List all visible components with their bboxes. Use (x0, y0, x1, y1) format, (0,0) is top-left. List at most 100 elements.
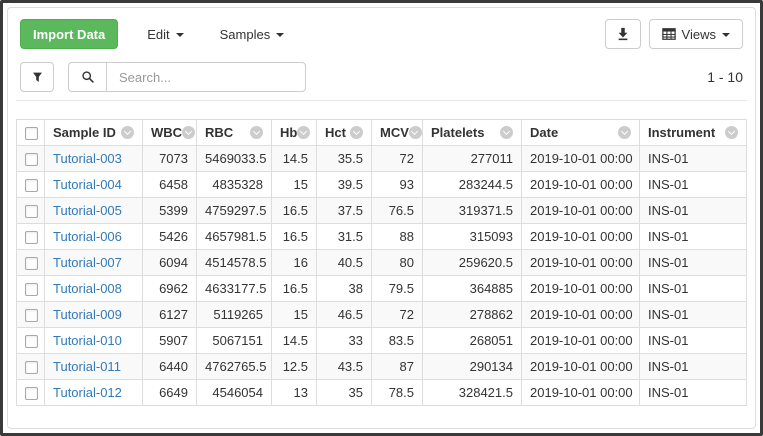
views-button[interactable]: Views (648, 19, 743, 49)
column-header-date[interactable]: Date (521, 119, 640, 146)
table-row: Tutorial-011 6440 4762765.5 12.5 43.5 87 29013… (16, 353, 747, 380)
sample-id-link[interactable]: Tutorial-006 (53, 229, 122, 244)
cell-wbc: 5907 (142, 327, 197, 354)
cell-date: 2019-10-01 00:00 (521, 353, 640, 380)
cell-instrument: INS-01 (639, 145, 747, 172)
row-checkbox[interactable] (25, 257, 38, 271)
table-grid-icon (661, 28, 676, 40)
table-row: Tutorial-009 6127 5119265 15 46.5 72 278862 201… (16, 301, 747, 328)
select-all-checkbox[interactable] (25, 127, 38, 141)
column-header-hct[interactable]: Hct (316, 119, 372, 146)
column-header-sample_id[interactable]: Sample ID (44, 119, 143, 146)
row-select-cell (16, 197, 45, 224)
row-checkbox[interactable] (25, 309, 38, 323)
row-checkbox[interactable] (25, 283, 38, 297)
row-checkbox[interactable] (25, 231, 38, 245)
caret-down-icon (175, 32, 184, 37)
cell-hb: 15 (271, 171, 317, 198)
column-header-instrument[interactable]: Instrument (639, 119, 747, 146)
row-checkbox[interactable] (25, 387, 38, 401)
column-header-hb[interactable]: Hb (271, 119, 317, 146)
cell-hct: 31.5 (316, 223, 372, 250)
cell-platelets: 259620.5 (422, 249, 522, 276)
cell-date: 2019-10-01 00:00 (521, 145, 640, 172)
column-header-wbc[interactable]: WBC (142, 119, 197, 146)
row-checkbox[interactable] (25, 361, 38, 375)
chevron-down-circle-icon[interactable] (182, 126, 196, 139)
cell-hb: 15 (271, 301, 317, 328)
cell-mcv: 83.5 (371, 327, 423, 354)
search-button[interactable] (68, 62, 106, 92)
cell-sample_id: Tutorial-011 (44, 353, 143, 380)
filter-button[interactable] (20, 62, 54, 92)
chevron-down-circle-icon[interactable] (121, 126, 134, 139)
sample-id-link[interactable]: Tutorial-007 (53, 255, 122, 270)
cell-rbc: 5469033.5 (196, 145, 272, 172)
table-row: Tutorial-007 6094 4514578.5 16 40.5 80 259620.… (16, 249, 747, 276)
main-panel: Import Data Edit Samples (7, 7, 756, 429)
chevron-down-circle-icon[interactable] (500, 126, 513, 139)
chevron-down-circle-icon[interactable] (408, 126, 422, 139)
row-checkbox[interactable] (25, 335, 38, 349)
cell-hct: 33 (316, 327, 372, 354)
cell-instrument: INS-01 (639, 327, 747, 354)
cell-sample_id: Tutorial-004 (44, 171, 143, 198)
cell-instrument: INS-01 (639, 197, 747, 224)
cell-date: 2019-10-01 00:00 (521, 249, 640, 276)
chevron-down-circle-icon[interactable] (250, 126, 263, 139)
sample-id-link[interactable]: Tutorial-011 (53, 359, 121, 374)
column-header-platelets[interactable]: Platelets (422, 119, 522, 146)
table-row: Tutorial-003 7073 5469033.5 14.5 35.5 72 27701… (16, 145, 747, 172)
search-input[interactable] (106, 62, 306, 92)
sample-id-link[interactable]: Tutorial-005 (53, 203, 122, 218)
cell-hct: 35.5 (316, 145, 372, 172)
row-select-cell (16, 249, 45, 276)
search-group (68, 62, 306, 92)
column-header-mcv[interactable]: MCV (371, 119, 423, 146)
edit-menu-label: Edit (147, 26, 170, 42)
sample-id-link[interactable]: Tutorial-012 (53, 385, 122, 400)
cell-wbc: 6649 (142, 379, 197, 406)
cell-rbc: 4657981.5 (196, 223, 272, 250)
cell-hct: 37.5 (316, 197, 372, 224)
cell-mcv: 72 (371, 145, 423, 172)
edit-menu-button[interactable]: Edit (134, 19, 196, 49)
filter-icon (32, 72, 42, 82)
sample-id-link[interactable]: Tutorial-008 (53, 281, 122, 296)
cell-date: 2019-10-01 00:00 (521, 301, 640, 328)
row-checkbox[interactable] (25, 153, 38, 167)
cell-mcv: 78.5 (371, 379, 423, 406)
sample-id-link[interactable]: Tutorial-010 (53, 333, 122, 348)
select-all-header (16, 119, 45, 146)
cell-instrument: INS-01 (639, 249, 747, 276)
chevron-down-circle-icon[interactable] (297, 126, 311, 139)
sample-id-link[interactable]: Tutorial-009 (53, 307, 122, 322)
cell-date: 2019-10-01 00:00 (521, 379, 640, 406)
row-checkbox[interactable] (25, 205, 38, 219)
row-select-cell (16, 379, 45, 406)
export-button[interactable] (604, 19, 641, 49)
cell-hb: 16 (271, 249, 317, 276)
sample-id-link[interactable]: Tutorial-004 (53, 177, 122, 192)
chevron-down-circle-icon[interactable] (618, 126, 631, 139)
cell-hb: 12.5 (271, 353, 317, 380)
samples-menu-label: Samples (219, 26, 271, 42)
cell-mcv: 88 (371, 223, 423, 250)
toolbar: Import Data Edit Samples (20, 19, 743, 49)
column-header-rbc[interactable]: RBC (196, 119, 272, 146)
table-body: Tutorial-003 7073 5469033.5 14.5 35.5 72 27701… (16, 145, 747, 406)
chevron-down-circle-icon[interactable] (725, 126, 738, 139)
table-row: Tutorial-004 6458 4835328 15 39.5 93 283244.5 2… (16, 171, 747, 198)
sample-id-link[interactable]: Tutorial-003 (53, 151, 122, 166)
column-label: Instrument (648, 125, 716, 140)
samples-menu-button[interactable]: Samples (207, 19, 298, 49)
row-checkbox[interactable] (25, 179, 38, 193)
cell-hct: 38 (316, 275, 372, 302)
cell-wbc: 6094 (142, 249, 197, 276)
cell-platelets: 328421.5 (422, 379, 522, 406)
chevron-down-circle-icon[interactable] (350, 126, 363, 139)
import-data-button[interactable]: Import Data (20, 19, 119, 49)
cell-hb: 16.5 (271, 275, 317, 302)
cell-platelets: 268051 (422, 327, 522, 354)
cell-hct: 35 (316, 379, 372, 406)
